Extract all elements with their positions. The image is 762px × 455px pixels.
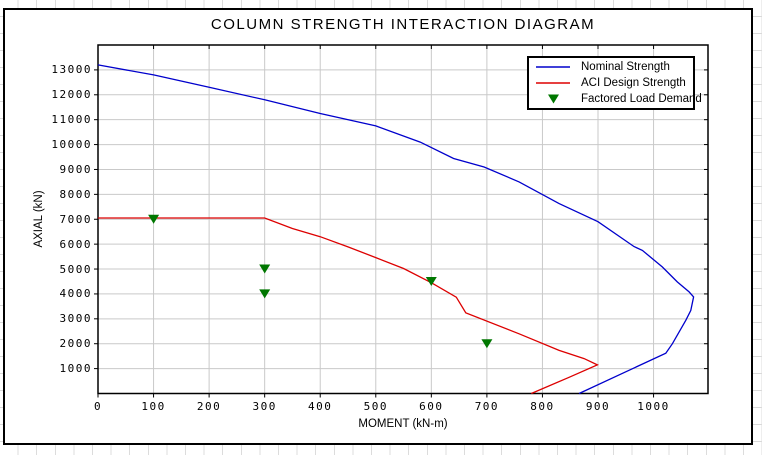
legend-line-sample [536, 66, 570, 68]
x-tick-label: 800 [530, 400, 555, 413]
demand-marker [259, 264, 271, 274]
legend-item-aci-design-strength: ACI Design Strength [529, 75, 693, 91]
x-tick-label: 100 [141, 400, 166, 413]
y-tick-label: 11000 [51, 113, 92, 127]
legend-triangle-down-icon [548, 94, 559, 104]
plot-border [97, 44, 709, 395]
x-tick-label: 400 [308, 400, 333, 413]
legend-item-label: Factored Load Demand [581, 93, 702, 105]
legend-item-label: ACI Design Strength [581, 77, 686, 89]
y-tick-label: 7000 [59, 212, 92, 226]
x-tick-label: 600 [419, 400, 444, 413]
legend[interactable]: Nominal Strength ACI Design Strength Facto… [527, 56, 702, 110]
x-tick-label: 900 [585, 400, 611, 413]
demand-marker [481, 339, 493, 349]
y-tick-label: 8000 [59, 187, 92, 201]
x-tick-label: 200 [196, 400, 222, 413]
x-tick-label: 0 [93, 400, 103, 413]
y-tick-label: 12000 [51, 88, 92, 102]
y-tick-label: 10000 [51, 138, 92, 152]
demand-marker [259, 289, 271, 299]
y-tick-label: 3000 [59, 312, 92, 326]
legend-item-label: Nominal Strength [581, 61, 670, 73]
y-tick-label: 9000 [59, 162, 92, 176]
x-tick-label: 1000 [637, 400, 670, 413]
x-axis-title: MOMENT (kN-m) [358, 418, 448, 430]
y-tick-label: 4000 [59, 287, 92, 301]
x-tick-label: 500 [363, 400, 388, 413]
y-tick-label: 2000 [59, 337, 92, 351]
demand-marker [148, 214, 160, 224]
series-line [97, 64, 695, 395]
chart-title: COLUMN STRENGTH INTERACTION DIAGRAM [210, 16, 596, 33]
y-tick-label: 13000 [51, 63, 92, 77]
legend-item-nominal-strength: Nominal Strength [529, 59, 693, 75]
legend-line-sample [536, 82, 570, 84]
x-tick-label: 700 [474, 400, 500, 413]
series-line [98, 217, 599, 395]
y-tick-label: 5000 [59, 262, 92, 276]
y-tick-label: 1000 [59, 362, 92, 376]
demand-marker [425, 277, 437, 286]
y-tick-label: 6000 [59, 237, 92, 251]
legend-item-factored-load-demand: Factored Load Demand [529, 91, 702, 107]
x-tick-label: 300 [252, 400, 277, 413]
